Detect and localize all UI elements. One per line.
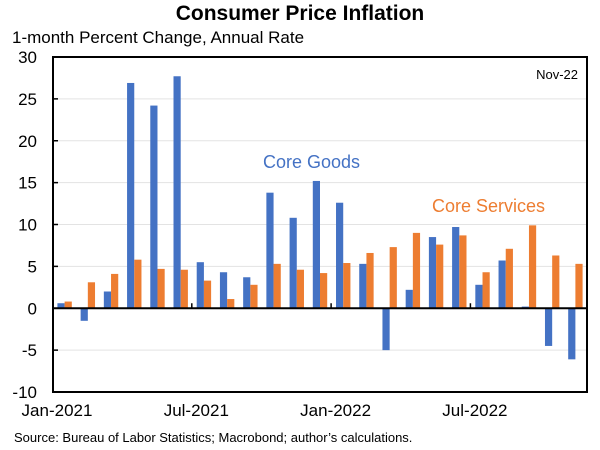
bar-core-goods: [219, 272, 228, 309]
bar-core-goods: [57, 303, 65, 309]
series-label-core-goods: Core Goods: [263, 152, 360, 172]
bar-core-services: [320, 273, 328, 309]
y-tick-label: 0: [28, 299, 37, 318]
bar-core-services: [505, 248, 513, 309]
bar-core-services: [157, 268, 165, 309]
bar-core-goods: [173, 76, 181, 309]
bar-core-goods: [382, 308, 390, 351]
y-tick-label: 20: [18, 132, 37, 151]
bar-core-services: [203, 280, 212, 309]
y-tick-label: 10: [18, 216, 37, 235]
bar-core-services: [180, 269, 188, 309]
bar-core-services: [389, 247, 397, 309]
bar-core-services: [528, 225, 537, 309]
gridlines: [53, 98, 587, 351]
bar-core-services: [366, 252, 374, 309]
bar-core-goods: [312, 180, 320, 309]
source-note: Source: Bureau of Labor Statistics; Macr…: [14, 430, 413, 445]
bar-core-goods: [150, 105, 158, 309]
bar-core-services: [296, 269, 304, 309]
y-tick-label: 25: [18, 90, 37, 109]
bar-core-goods: [428, 237, 437, 309]
bar-core-services: [134, 259, 142, 309]
bar-core-services: [227, 299, 235, 309]
x-tick-label: Jan-2022: [300, 401, 371, 420]
y-tick-label: 15: [18, 174, 37, 193]
bar-core-services: [412, 232, 421, 309]
bar-core-services: [459, 235, 467, 309]
bar-core-goods: [544, 308, 553, 346]
y-tick-label: -5: [22, 341, 37, 360]
bar-core-services: [64, 301, 72, 309]
x-tick-label: Jul-2022: [442, 401, 507, 420]
bar-core-goods: [568, 308, 576, 360]
bar-core-goods: [103, 291, 112, 309]
bar-core-goods: [289, 217, 297, 309]
y-tick-label: 30: [18, 48, 37, 67]
bar-core-goods: [475, 284, 483, 309]
x-tick-label: Jul-2021: [164, 401, 229, 420]
bar-core-services: [273, 263, 281, 309]
bar-core-goods: [266, 192, 274, 309]
bar-core-goods: [498, 260, 506, 309]
bar-core-services: [482, 272, 490, 309]
bar-core-goods: [359, 263, 367, 309]
chart-title: Consumer Price Inflation: [175, 2, 425, 25]
bar-core-goods: [80, 308, 88, 321]
x-axis-ticks: Jan-2021 Jul-2021 Jan-2022 Jul-2022: [22, 401, 508, 420]
x-tick-label: Jan-2021: [22, 401, 93, 420]
bar-core-goods: [405, 289, 413, 309]
bar-core-goods: [243, 277, 251, 309]
bar-core-services: [575, 263, 583, 309]
y-axis-ticks: -10 -5 0 5 10 15 20 25 30: [12, 48, 58, 402]
bar-core-services: [87, 282, 96, 309]
date-annotation: Nov-22: [536, 67, 578, 82]
bar-core-services: [436, 244, 444, 309]
y-tick-label: -10: [12, 383, 37, 402]
series-label-core-services: Core Services: [432, 196, 545, 216]
bar-core-services: [111, 273, 119, 309]
bar-core-services: [552, 255, 560, 309]
bar-core-services: [343, 263, 351, 309]
bar-core-goods: [196, 262, 204, 309]
bar-core-goods: [127, 82, 135, 309]
y-tick-label: 5: [28, 257, 37, 276]
bars: [57, 76, 583, 360]
chart-subtitle: 1-month Percent Change, Annual Rate: [12, 28, 305, 47]
bar-core-goods: [336, 202, 344, 309]
bar-core-goods: [452, 227, 460, 309]
bar-core-services: [250, 284, 258, 309]
